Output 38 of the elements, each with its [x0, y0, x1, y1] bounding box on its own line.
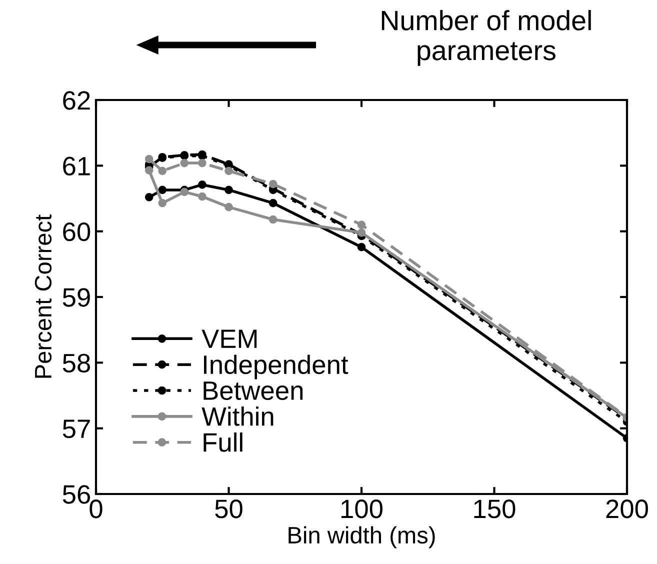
point — [268, 198, 278, 208]
x-tick-label: 150 — [474, 500, 516, 518]
legend-label: Full — [204, 432, 242, 452]
point — [268, 215, 278, 224]
y-tick-label: 60 — [63, 222, 90, 242]
point — [144, 193, 154, 202]
point — [357, 220, 366, 229]
point — [158, 198, 167, 208]
x-tick-label: 0 — [90, 500, 102, 518]
y-tick-label: 56 — [62, 485, 90, 504]
legend-label: Within — [202, 406, 274, 426]
x-axis-title: Bin width (ms) — [288, 526, 435, 548]
y-axis-title: Percent Correct — [34, 214, 52, 378]
point — [144, 154, 154, 164]
point — [198, 180, 206, 189]
point — [224, 202, 233, 212]
chart-title: Number of model parameters — [382, 10, 591, 66]
point — [158, 186, 167, 194]
legend-label: Independent — [204, 354, 348, 380]
legend-label: Between — [204, 382, 303, 400]
y-tick-label: 61 — [63, 156, 90, 176]
point — [224, 166, 233, 176]
point — [357, 242, 366, 252]
point — [224, 186, 233, 194]
point — [180, 158, 189, 168]
y-tick-label: 57 — [62, 420, 90, 438]
x-tick-label: 100 — [342, 500, 382, 518]
point — [198, 158, 206, 168]
point — [144, 166, 154, 174]
point — [268, 180, 278, 188]
y-tick-label: 58 — [62, 354, 90, 372]
y-tick-label: 59 — [62, 288, 90, 307]
y-tick-label: 62 — [63, 91, 90, 110]
x-tick-label: 50 — [215, 500, 242, 518]
legend-label: VEM — [202, 330, 257, 348]
point — [158, 166, 167, 176]
point — [198, 192, 206, 201]
x-tick-label: 200 — [606, 500, 648, 518]
